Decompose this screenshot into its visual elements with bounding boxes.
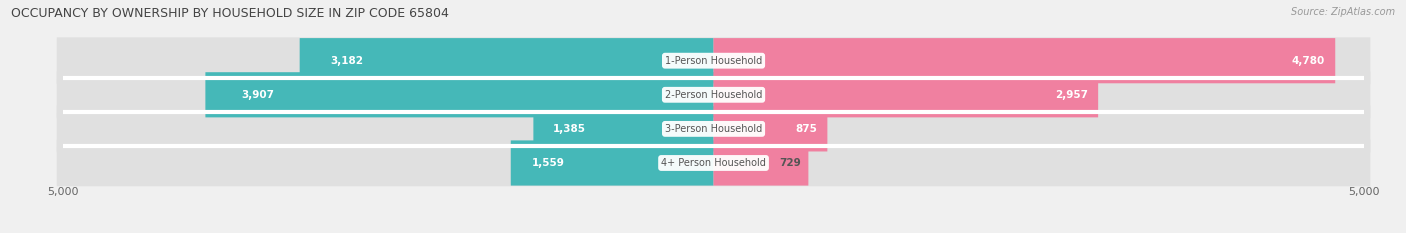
Text: 3,182: 3,182 <box>330 56 364 66</box>
Text: 1-Person Household: 1-Person Household <box>665 56 762 66</box>
Text: 2,957: 2,957 <box>1054 90 1088 100</box>
Text: 1,385: 1,385 <box>553 124 586 134</box>
Text: 729: 729 <box>779 158 800 168</box>
Text: 3,907: 3,907 <box>242 90 274 100</box>
Text: 4,780: 4,780 <box>1292 56 1324 66</box>
FancyBboxPatch shape <box>205 72 714 117</box>
FancyBboxPatch shape <box>713 140 808 185</box>
Text: 3-Person Household: 3-Person Household <box>665 124 762 134</box>
FancyBboxPatch shape <box>56 37 1371 84</box>
FancyBboxPatch shape <box>533 106 714 151</box>
FancyBboxPatch shape <box>56 140 1371 186</box>
FancyBboxPatch shape <box>713 38 1336 83</box>
FancyBboxPatch shape <box>510 140 714 185</box>
Text: 2-Person Household: 2-Person Household <box>665 90 762 100</box>
FancyBboxPatch shape <box>713 106 827 151</box>
Text: Source: ZipAtlas.com: Source: ZipAtlas.com <box>1291 7 1395 17</box>
Text: OCCUPANCY BY OWNERSHIP BY HOUSEHOLD SIZE IN ZIP CODE 65804: OCCUPANCY BY OWNERSHIP BY HOUSEHOLD SIZE… <box>11 7 449 20</box>
Text: 875: 875 <box>794 124 817 134</box>
FancyBboxPatch shape <box>713 72 1098 117</box>
FancyBboxPatch shape <box>299 38 714 83</box>
FancyBboxPatch shape <box>56 106 1371 152</box>
Text: 1,559: 1,559 <box>531 158 564 168</box>
Text: 4+ Person Household: 4+ Person Household <box>661 158 766 168</box>
FancyBboxPatch shape <box>56 72 1371 118</box>
